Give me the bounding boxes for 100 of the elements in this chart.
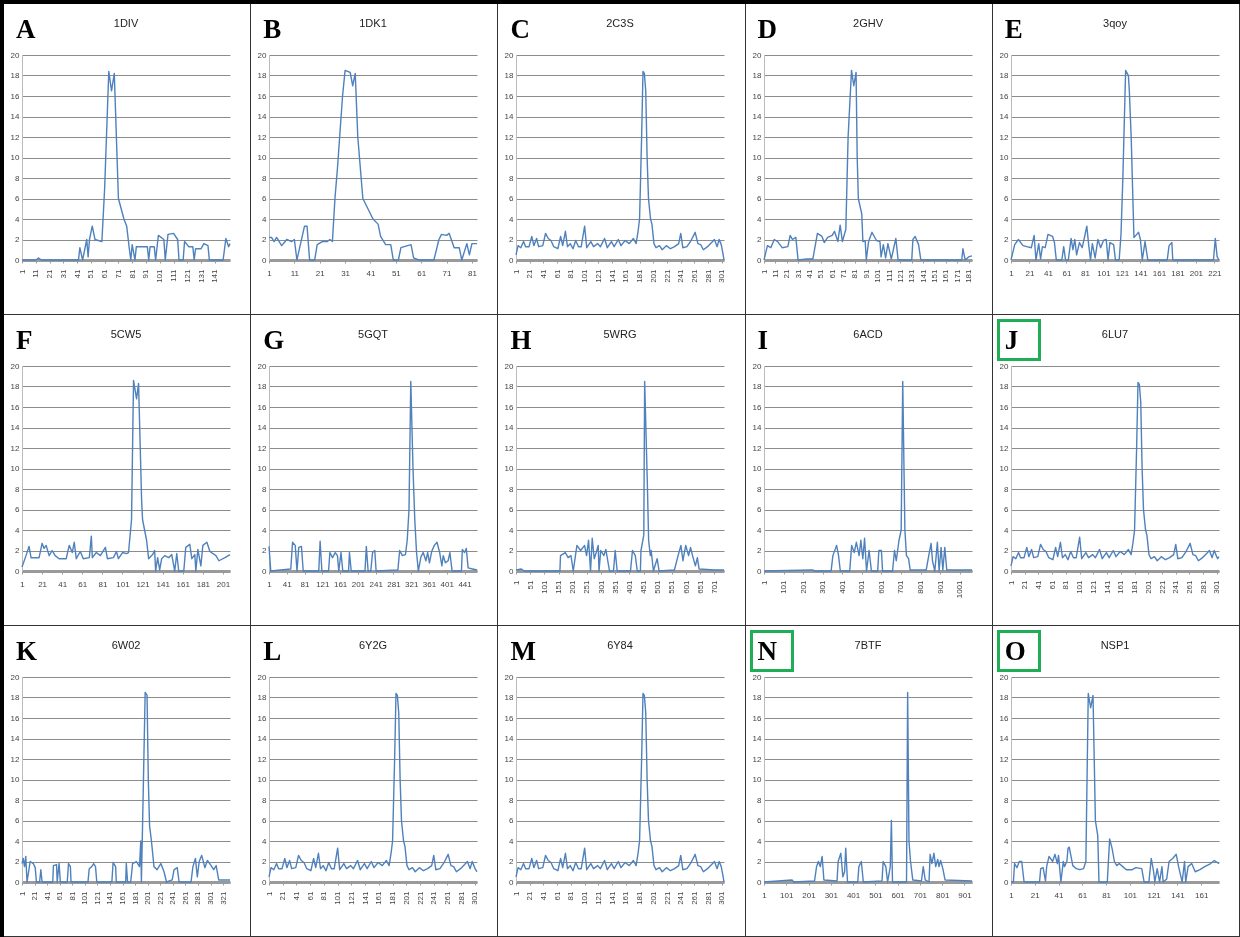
y-tick-label: 4 [15, 525, 21, 535]
y-tick-label: 8 [509, 484, 515, 494]
y-tick-label: 14 [999, 423, 1009, 432]
x-tick-label: 281 [704, 268, 714, 283]
x-tick-label: 221 [1207, 268, 1222, 278]
x-tick-label: 241 [676, 890, 686, 905]
y-tick-label: 12 [10, 754, 21, 764]
x-tick-label: 301 [470, 890, 480, 905]
x-tick-label: 161 [374, 890, 384, 905]
x-tick-label: 111 [884, 268, 894, 282]
x-tick-label: 101 [580, 890, 590, 905]
y-tick-label: 20 [257, 50, 268, 60]
y-tick-label: 14 [10, 112, 21, 121]
y-tick-label: 8 [756, 173, 762, 183]
x-tick-label: 1001 [954, 579, 964, 599]
x-tick-label: 51 [526, 579, 536, 590]
chart-title: NSP1 [1100, 639, 1130, 651]
x-tick-label: 201 [649, 890, 659, 905]
x-tick-label: 101 [1097, 268, 1111, 278]
x-tick-label: 401 [837, 579, 847, 594]
x-tick-label: 81 [98, 579, 108, 589]
text: M [510, 636, 536, 667]
x-tick-label: 141 [360, 890, 370, 905]
x-tick-label: 1 [267, 268, 273, 278]
y-tick-label: 4 [262, 214, 268, 224]
x-tick-label: 11 [31, 268, 41, 278]
x-tick-label: 901 [935, 579, 945, 594]
x-tick-label: 241 [369, 579, 384, 589]
x-tick-label: 181 [963, 268, 973, 283]
y-tick-label: 20 [257, 361, 268, 371]
y-tick-label: 20 [504, 50, 515, 60]
x-tick-label: 41 [72, 268, 82, 279]
x-tick-label: 151 [554, 579, 564, 594]
y-tick-label: 2 [15, 857, 21, 866]
x-tick-label: 121 [594, 268, 604, 283]
y-tick-label: 20 [752, 361, 762, 371]
x-tick-label: 301 [206, 890, 216, 905]
y-tick-label: 8 [1003, 795, 1009, 805]
y-tick-label: 10 [10, 775, 21, 784]
x-tick-label: 1 [1009, 268, 1015, 278]
y-tick-label: 18 [257, 382, 268, 391]
x-tick-label: 281 [193, 890, 203, 905]
y-tick-label: 14 [504, 112, 515, 121]
x-tick-label: 1 [17, 890, 27, 896]
x-tick-label: 161 [334, 579, 349, 589]
y-tick-label: 6 [262, 816, 268, 825]
x-tick-label: 121 [316, 579, 331, 589]
x-tick-label: 221 [662, 890, 672, 905]
y-tick-label: 0 [756, 877, 762, 887]
text: F [16, 325, 33, 356]
x-tick-label: 221 [1157, 579, 1167, 594]
y-tick-label: 6 [509, 505, 515, 514]
y-tick-label: 6 [1003, 194, 1009, 203]
x-tick-label: 201 [568, 579, 578, 594]
x-tick-label: 241 [1171, 579, 1181, 594]
x-tick-label: 1 [1009, 890, 1015, 900]
x-tick-label: 81 [300, 579, 311, 589]
y-tick-label: 12 [504, 443, 515, 453]
x-tick-label: 101 [116, 579, 131, 589]
y-tick-label: 0 [262, 566, 268, 576]
y-tick-label: 6 [509, 816, 515, 825]
y-tick-label: 8 [262, 173, 268, 183]
y-tick-label: 4 [262, 525, 268, 535]
y-tick-label: 18 [504, 693, 515, 702]
text: I [757, 325, 769, 356]
x-tick-label: 401 [846, 890, 861, 900]
x-tick-label: 1 [20, 579, 26, 589]
y-tick-label: 4 [15, 214, 21, 224]
x-tick-label: 91 [141, 268, 151, 279]
x-tick-label: 141 [608, 268, 617, 283]
y-tick-label: 16 [752, 402, 762, 412]
y-tick-label: 4 [1003, 525, 1009, 535]
x-tick-label: 101 [779, 890, 794, 900]
x-tick-label: 201 [1143, 579, 1153, 594]
x-tick-label: 61 [1047, 579, 1057, 590]
y-tick-label: 2 [509, 235, 515, 244]
text: C [510, 14, 530, 45]
x-tick-label: 31 [58, 268, 68, 279]
x-tick-label: 111 [169, 268, 179, 282]
chart-title: 7BTF [854, 639, 882, 651]
y-tick-label: 4 [1003, 836, 1009, 846]
x-tick-label: 301 [596, 579, 606, 594]
chart-title: 3qoy [1102, 17, 1128, 29]
y-tick-label: 18 [10, 693, 21, 702]
x-tick-label: 21 [1020, 579, 1030, 590]
x-tick-label: 241 [168, 890, 178, 905]
x-tick-label: 81 [1061, 579, 1071, 590]
x-tick-label: 201 [401, 890, 411, 905]
x-tick-label: 121 [1115, 268, 1130, 278]
x-tick-label: 161 [940, 268, 950, 283]
chart-title: 1DK1 [359, 17, 387, 29]
y-tick-label: 20 [10, 50, 21, 60]
x-tick-label: 1 [511, 268, 521, 274]
x-tick-label: 41 [539, 268, 549, 279]
x-tick-label: 41 [283, 579, 293, 589]
y-tick-label: 10 [999, 464, 1009, 473]
y-tick-label: 0 [756, 255, 762, 265]
y-tick-label: 4 [756, 214, 762, 224]
y-tick-label: 6 [756, 816, 762, 825]
x-tick-label: 71 [442, 268, 453, 278]
